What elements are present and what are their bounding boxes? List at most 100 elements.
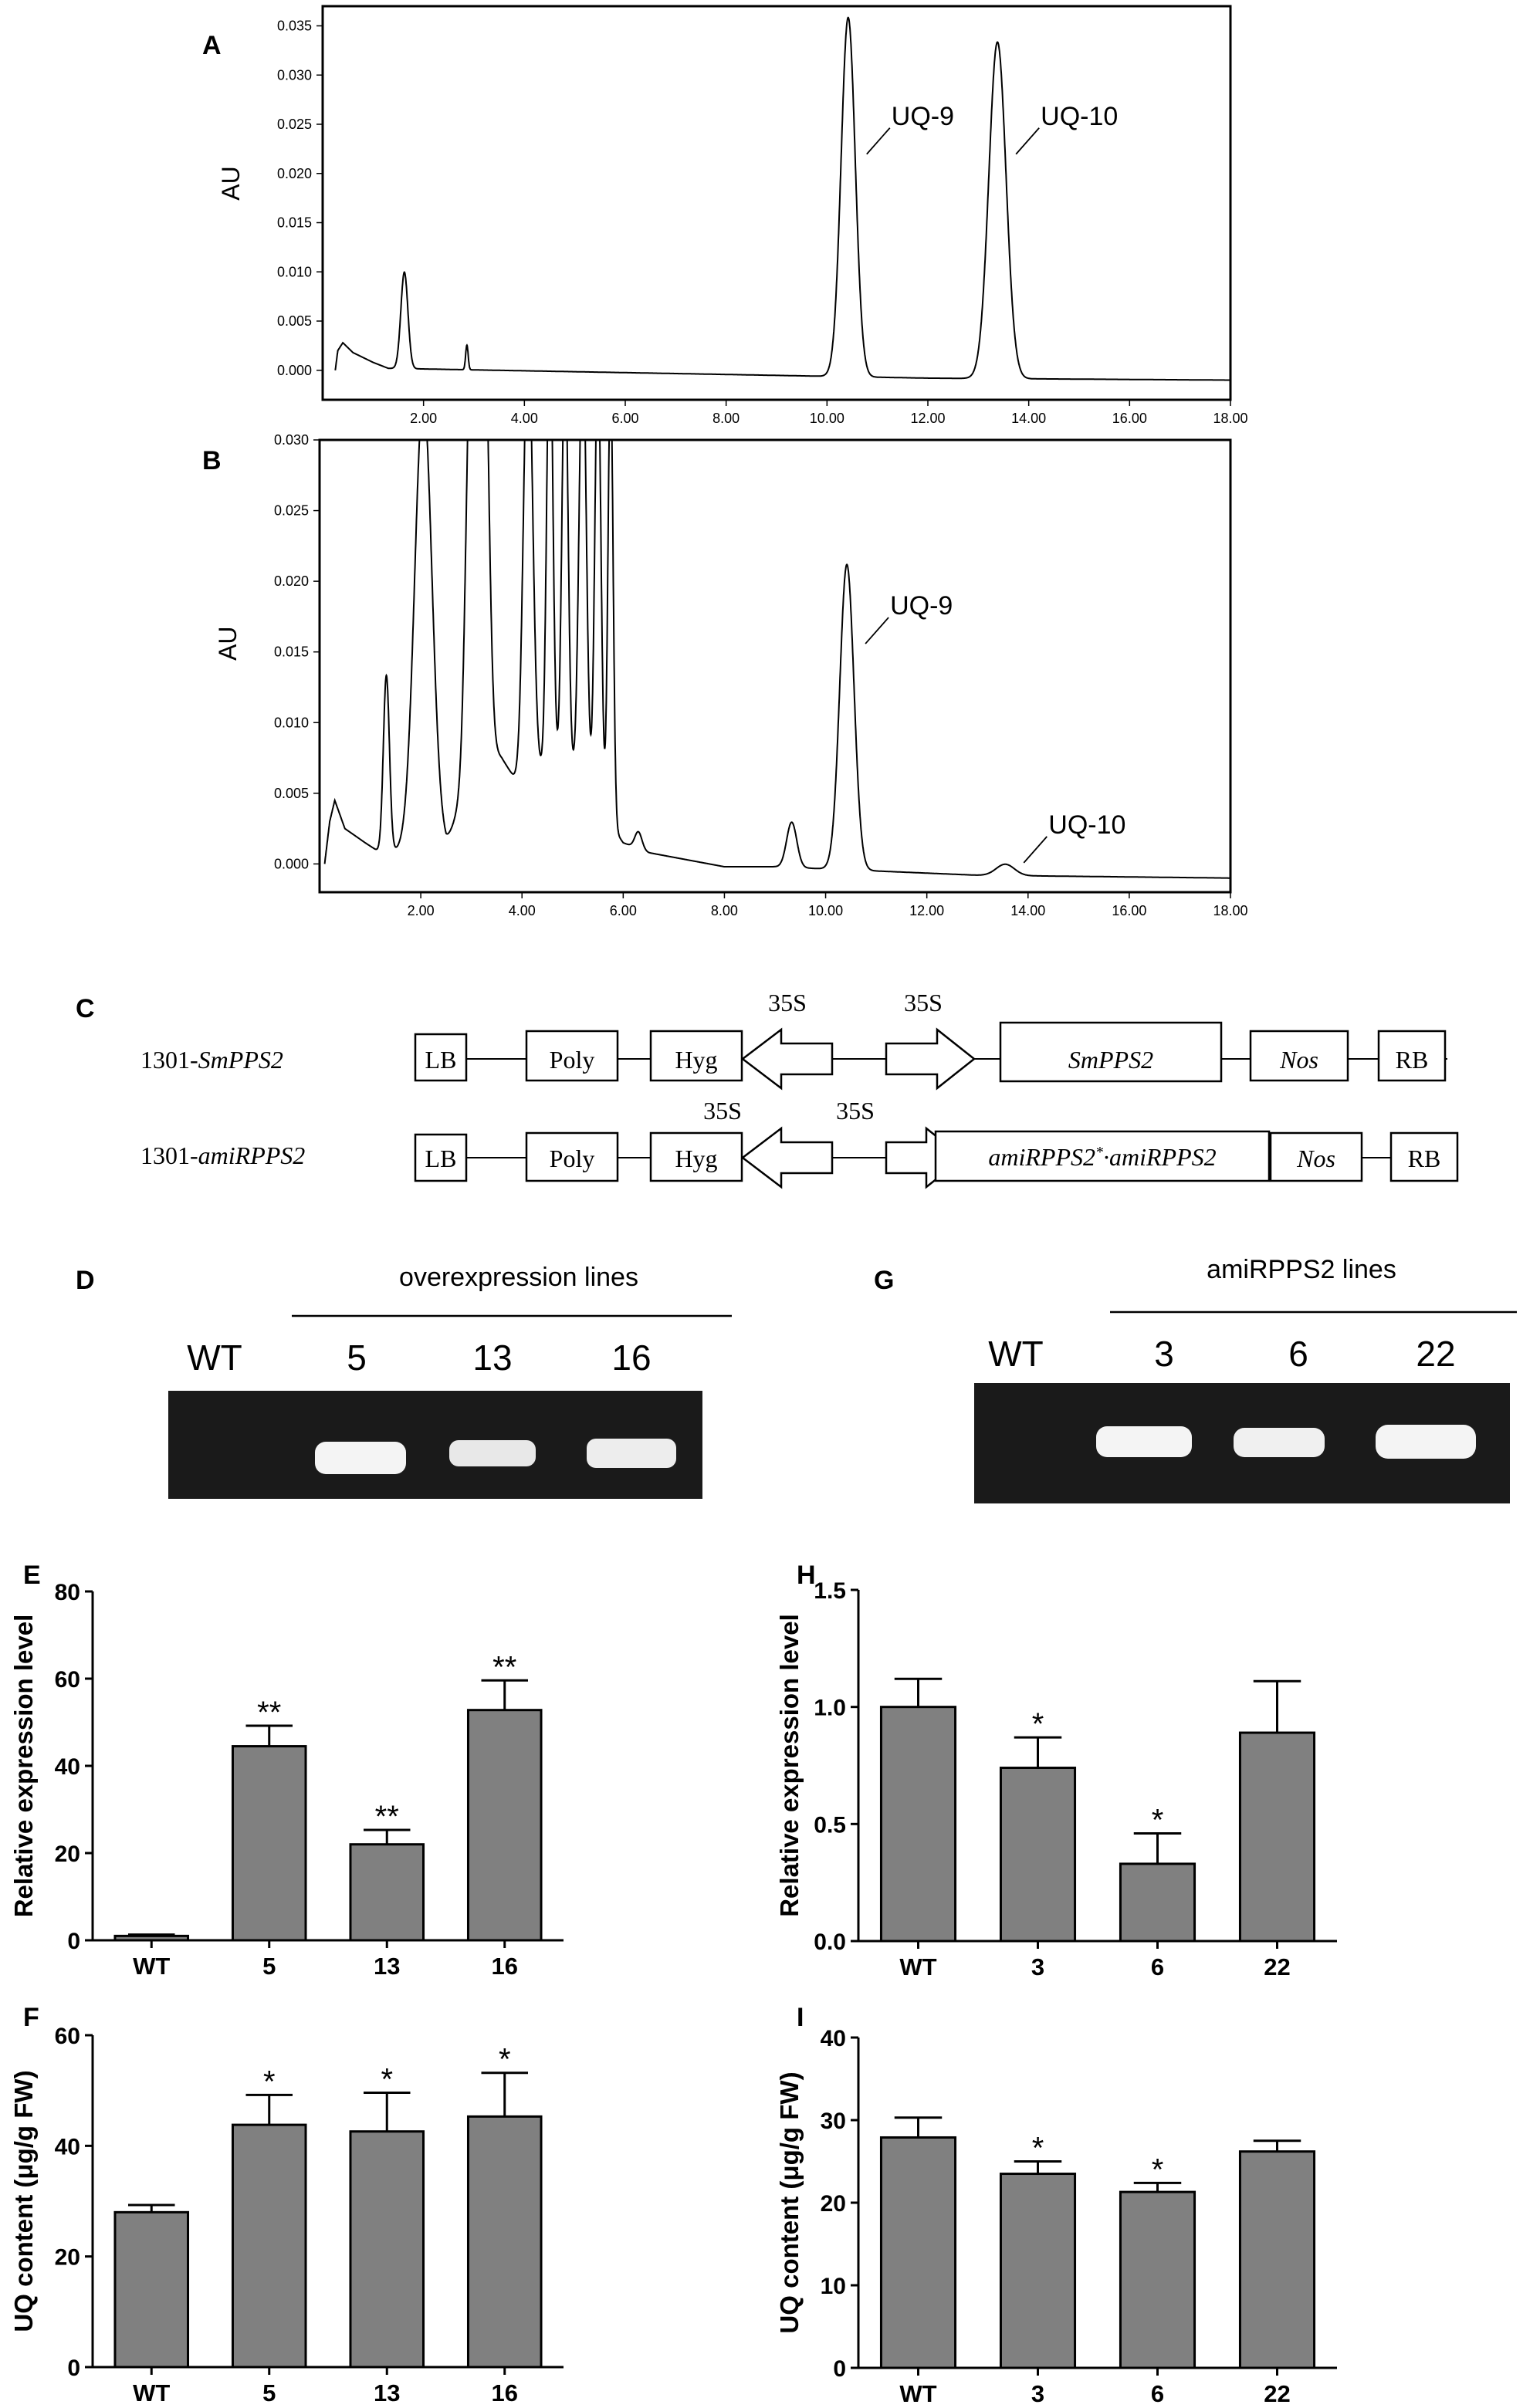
y-tick-label: 0 <box>67 2356 80 2381</box>
gel-d-band-13 <box>449 1440 536 1466</box>
y-tick-label: 40 <box>55 2134 80 2159</box>
hyg-box-1 <box>649 1030 743 1082</box>
peak-annotation-label: UQ-10 <box>1048 810 1125 840</box>
bar-chart-i: 0 10 20 30 40 UQ content (μg/g FW) WT 3 * 6 * 22 <box>775 2026 1337 2407</box>
x-tick-label: 5 <box>262 1953 276 1980</box>
y-tick-label: 1.0 <box>814 1696 846 1721</box>
bar <box>1238 1731 1316 1943</box>
x-tick-label: 16 <box>492 2379 518 2406</box>
nos-box-2 <box>1269 1131 1363 1182</box>
panel-letter-c: C <box>76 994 95 1023</box>
x-tick-label: 13 <box>374 2379 400 2406</box>
gel-d-lane-13: 13 <box>472 1338 512 1378</box>
hyg-box-2 <box>649 1131 743 1182</box>
gel-d-band-5 <box>315 1442 406 1474</box>
y-tick-label: 20 <box>55 2245 80 2271</box>
x-tick-label: 6.00 <box>611 411 638 426</box>
panel-letter-g: G <box>874 1266 894 1295</box>
x-tick-label: 3 <box>1031 2380 1044 2407</box>
y-tick-label: 60 <box>55 2024 80 2049</box>
gel-g-band-6 <box>1234 1428 1325 1457</box>
lb-box-2 <box>414 1133 468 1182</box>
y-tick-label: 40 <box>55 1754 80 1780</box>
gene-label-smpps2: SmPPS2 <box>1068 1046 1153 1074</box>
y-tick-label: 0.020 <box>277 166 312 181</box>
x-tick-label: 14.00 <box>1010 903 1045 918</box>
peak-annotation-label: UQ-9 <box>892 102 954 131</box>
x-tick-label: 2.00 <box>410 411 437 426</box>
x-tick-label: 18.00 <box>1213 903 1247 918</box>
x-tick-label: 10.00 <box>810 411 844 426</box>
construct-2-name: 1301-amiRPPS2 <box>140 1141 305 1169</box>
bar <box>999 2173 1077 2369</box>
promoter-35s-left-arrow-1 <box>740 1027 834 1091</box>
lb-box-1 <box>414 1033 468 1082</box>
y-tick-label: 0.005 <box>274 786 309 801</box>
poly-label-2: Poly <box>550 1145 595 1172</box>
bar <box>349 2130 425 2369</box>
gel-panel-g: amiRPPS2 lines WT 3 6 22 <box>974 1255 1517 1503</box>
chromatogram-trace <box>334 16 1230 381</box>
x-tick-label: 12.00 <box>910 411 945 426</box>
panel-letter-h: H <box>797 1561 816 1590</box>
bar-chart-f: 0 20 40 60 UQ content (μg/g FW) WT 5 * 13 * 16 * <box>9 2024 564 2406</box>
promoter-35s-right-label-2: 35S <box>836 1097 875 1125</box>
y-tick-label: 10 <box>821 2274 846 2299</box>
rb-label-1: RB <box>1396 1046 1429 1074</box>
y-tick-label: 1.5 <box>814 1578 846 1604</box>
x-tick-label: 6 <box>1151 1953 1164 1980</box>
construct-diagram: 1301-SmPPS2 LB Poly Hyg 35S 35S SmPPS2 N… <box>140 989 1459 1189</box>
y-tick-label: 0.015 <box>274 644 309 660</box>
x-tick-label: 5 <box>262 2379 276 2406</box>
x-tick-label: 14.00 <box>1011 411 1046 426</box>
x-tick-label: 12.00 <box>909 903 944 918</box>
y-tick-label: 0.025 <box>274 503 309 519</box>
chromatogram-b: 0.000 0.005 0.010 0.015 0.020 0.025 0.030 2.00 4… <box>214 432 1248 918</box>
gel-d-group-label: overexpression lines <box>399 1263 638 1292</box>
y-tick-label: 0.5 <box>814 1812 846 1838</box>
x-tick-label: 16 <box>492 1953 518 1980</box>
hyg-label-1: Hyg <box>675 1046 717 1074</box>
nos-box-1 <box>1249 1030 1349 1082</box>
chromatogram-a: 0.000 0.005 0.010 0.015 0.020 0.025 0.030 0.035… <box>217 5 1248 426</box>
panel-letter-b: B <box>202 446 222 475</box>
bar <box>879 2136 957 2369</box>
promoter-35s-left-label-2: 35S <box>703 1097 742 1125</box>
x-tick-label: 6 <box>1151 2380 1164 2407</box>
significance-marker: * <box>499 2043 511 2077</box>
x-tick-label: WT <box>133 1953 170 1980</box>
y-tick-label: 0.030 <box>274 432 309 448</box>
x-tick-label: 18.00 <box>1213 411 1247 426</box>
rb-box-1 <box>1377 1030 1447 1082</box>
gel-g-band-3 <box>1096 1426 1192 1457</box>
y-tick-label: 0 <box>67 1929 80 1954</box>
hyg-label-2: Hyg <box>675 1145 717 1172</box>
bar <box>231 2123 307 2369</box>
promoter-35s-left-label-1: 35S <box>768 989 807 1016</box>
y-tick-label: 0.000 <box>274 856 309 871</box>
y-tick-label: 0.025 <box>277 117 312 132</box>
panel-letter-d: D <box>76 1266 95 1295</box>
nos-label-2: Nos <box>1296 1145 1335 1172</box>
peak-annotation-label: UQ-10 <box>1041 102 1118 131</box>
gene-box-smpps2 <box>999 1021 1223 1083</box>
y-tick-label: 0.030 <box>277 67 312 83</box>
y-axis-title: UQ content (μg/g FW) <box>775 2071 804 2333</box>
y-tick-label: 0.015 <box>277 215 312 231</box>
y-tick-label: 20 <box>55 1842 80 1867</box>
bar <box>879 1706 957 1943</box>
bar <box>466 1709 543 1942</box>
gel-d-lane-5: 5 <box>347 1338 367 1378</box>
y-tick-label: 30 <box>821 2109 846 2134</box>
bar <box>466 2115 543 2369</box>
construct-1-name: 1301-SmPPS2 <box>140 1046 283 1074</box>
y-tick-label: 0.010 <box>274 715 309 730</box>
bar <box>113 1934 190 1942</box>
gel-panel-d: overexpression lines WT 5 13 16 <box>168 1263 732 1499</box>
poly-label-1: Poly <box>550 1046 595 1074</box>
significance-marker: * <box>1152 1803 1164 1837</box>
peak-annotation-leader <box>1023 836 1048 864</box>
x-tick-label: 3 <box>1031 1953 1044 1980</box>
peak-annotation-leader <box>866 127 891 155</box>
